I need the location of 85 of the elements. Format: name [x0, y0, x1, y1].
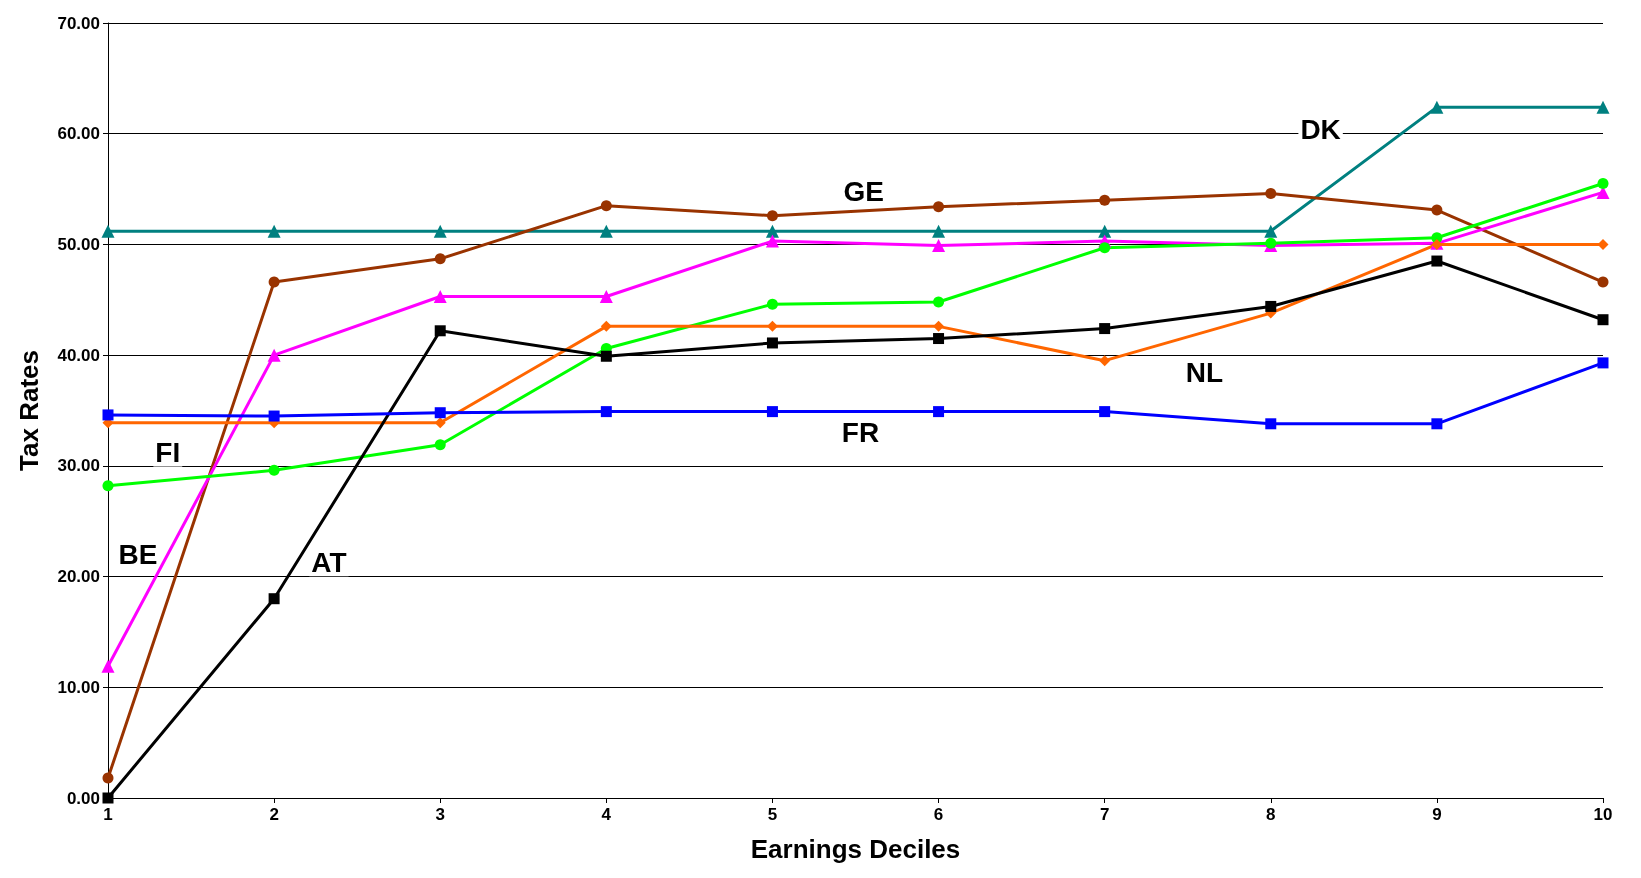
- y-axis-title: Tax Rates: [14, 350, 44, 471]
- point: [1264, 224, 1278, 238]
- series-label: NL: [1185, 357, 1223, 389]
- y-tick-label: 30.00: [57, 456, 100, 476]
- point: [933, 320, 945, 332]
- point: [268, 276, 280, 288]
- point: [1430, 100, 1444, 114]
- point: [1265, 300, 1277, 312]
- point: [765, 224, 779, 238]
- point: [433, 224, 447, 238]
- point: [1099, 323, 1111, 335]
- series-label: AT: [311, 546, 347, 578]
- point: [1099, 194, 1111, 206]
- point: [102, 792, 114, 804]
- point: [932, 224, 946, 238]
- point: [1265, 188, 1277, 199]
- point: [600, 200, 612, 212]
- point: [434, 325, 446, 337]
- x-tick-label: 8: [1266, 805, 1276, 824]
- point: [434, 417, 446, 429]
- point: [1597, 357, 1609, 369]
- y-tick-label: 60.00: [57, 124, 100, 144]
- x-tick-label: 4: [601, 805, 612, 824]
- series-label: FR: [841, 417, 880, 449]
- point: [766, 337, 778, 349]
- point: [600, 350, 612, 362]
- x-tick-label: 1: [103, 805, 113, 824]
- point: [268, 410, 280, 422]
- point: [933, 406, 945, 418]
- series-label: DK: [1300, 113, 1341, 145]
- x-tick-label: 5: [767, 805, 778, 824]
- point: [600, 320, 612, 332]
- point: [267, 348, 281, 362]
- point: [102, 772, 114, 784]
- y-tick-label: 10.00: [57, 677, 100, 697]
- point: [933, 201, 945, 213]
- x-tick-label: 10: [1593, 805, 1613, 824]
- point: [600, 406, 612, 418]
- point: [766, 406, 778, 418]
- point: [933, 296, 945, 308]
- point: [434, 407, 446, 419]
- point: [102, 480, 114, 492]
- point: [1597, 276, 1609, 288]
- x-tick-label: 7: [1099, 805, 1110, 824]
- x-axis-title: Earnings Deciles: [750, 834, 961, 864]
- point: [102, 409, 114, 421]
- point: [1099, 406, 1111, 418]
- point: [268, 464, 280, 476]
- x-tick-label: 3: [435, 805, 445, 824]
- point: [1597, 314, 1609, 326]
- point: [1431, 255, 1443, 267]
- y-tick-label: 20.00: [57, 567, 100, 587]
- point: [1099, 242, 1111, 254]
- point: [434, 439, 446, 451]
- point: [932, 239, 946, 253]
- series-label: GE: [843, 175, 885, 207]
- point: [1099, 355, 1111, 367]
- point: [1431, 204, 1443, 216]
- x-tick-label: 6: [933, 805, 944, 824]
- y-tick-label: 40.00: [57, 345, 100, 365]
- point: [268, 593, 280, 605]
- series-label: BE: [118, 538, 158, 570]
- point: [267, 224, 281, 238]
- point: [766, 210, 778, 222]
- point: [1265, 237, 1277, 249]
- point: [1597, 178, 1609, 190]
- point: [101, 659, 115, 673]
- point: [765, 234, 779, 248]
- point: [101, 224, 115, 238]
- y-tick-label: 50.00: [57, 234, 100, 254]
- y-tick-label: 70.00: [57, 13, 100, 33]
- point: [1265, 418, 1277, 430]
- point: [1596, 100, 1610, 114]
- point: [599, 289, 613, 303]
- point: [433, 289, 447, 303]
- point: [1431, 418, 1443, 430]
- point: [434, 253, 446, 265]
- point: [933, 333, 945, 345]
- point: [599, 224, 613, 238]
- x-tick-label: 9: [1432, 805, 1442, 824]
- point: [766, 298, 778, 310]
- x-tick-label: 2: [269, 805, 279, 824]
- y-tick-label: 0.00: [66, 788, 100, 808]
- series-label: FI: [155, 437, 181, 469]
- point: [1098, 224, 1112, 238]
